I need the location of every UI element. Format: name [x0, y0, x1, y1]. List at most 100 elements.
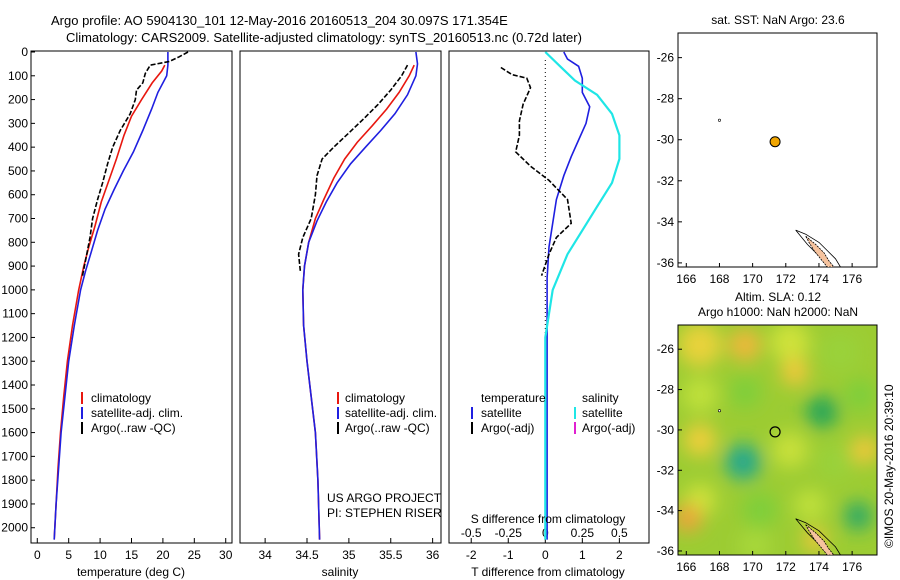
sla-map-title-line2: Argo h1000: NaN h2000: NaN [698, 305, 858, 319]
x-tick-label: 2 [616, 548, 623, 562]
heatmap-cell [678, 325, 722, 367]
x-tick-label: 15 [125, 548, 139, 562]
y-tick-label: 200 [8, 93, 28, 107]
map-y-tick-label: -28 [657, 383, 675, 397]
y-tick-label: 1700 [1, 449, 28, 463]
x-tick-label: 10 [93, 548, 107, 562]
map-x-tick-label: 172 [776, 560, 796, 574]
legend-label-argo: Argo(..raw -QC) [345, 421, 430, 435]
map-y-tick-label: -26 [657, 51, 675, 65]
legend-label-climatology: climatology [345, 391, 405, 405]
map-y-tick-label: -28 [657, 92, 675, 106]
series-climatology [301, 64, 415, 540]
land-new-zealand [805, 524, 835, 556]
land-new-zealand [805, 235, 835, 268]
difference-legend: temperature satellite Argo(-adj) salinit… [471, 391, 635, 435]
map-y-tick-label: -36 [657, 544, 675, 558]
island-norfolk [717, 409, 721, 413]
y-tick-label: 800 [8, 235, 28, 249]
x-tick-label: 30 [219, 548, 233, 562]
map-x-tick-label: 170 [743, 272, 763, 286]
x2-tick-label: 0.5 [611, 526, 628, 540]
map-x-tick-label: 166 [676, 560, 696, 574]
imos-stamp: ©IMOS 20-May-2016 20:39:10 [882, 384, 896, 548]
sla-heatmap [678, 325, 877, 555]
y-tick-label: 2000 [1, 521, 28, 535]
x2-tick-label: -0.25 [495, 526, 523, 540]
x2-tick-label: 0.25 [571, 526, 595, 540]
y-tick-label: 1900 [1, 497, 28, 511]
heatmap-cell [772, 432, 808, 468]
map-x-tick-label: 172 [776, 272, 796, 286]
heatmap-cell [851, 436, 877, 464]
series-satellite-adj-clim- [53, 52, 169, 540]
x-tick-label: 5 [65, 548, 72, 562]
salinity-xlabel: salinity [322, 565, 359, 579]
heatmap-cell [781, 358, 809, 386]
legend-label-argo: Argo(..raw -QC) [91, 421, 176, 435]
heatmap-cell [817, 444, 853, 480]
y-tick-label: 1600 [1, 426, 28, 440]
argo-float-marker [769, 136, 781, 148]
y-tick-label: 1200 [1, 330, 28, 344]
y-tick-label: 1500 [1, 402, 28, 416]
salinity-legend: climatology satellite-adj. clim. Argo(..… [337, 391, 437, 435]
title-line2: Climatology: CARS2009. Satellite-adjuste… [66, 30, 582, 45]
sla-map-title-line1: Altim. SLA: 0.12 [735, 290, 821, 304]
y-tick-label: 1300 [1, 354, 28, 368]
y-tick-label: 600 [8, 188, 28, 202]
series-climatology [53, 64, 166, 540]
difference-panel [448, 50, 650, 544]
map-x-tick-label: 176 [842, 272, 862, 286]
heatmap-cell [770, 325, 810, 362]
x-tick-label: -2 [466, 548, 477, 562]
y-tick-label: 1400 [1, 378, 28, 392]
heatmap-cell [729, 329, 761, 361]
map-x-tick-label: 168 [709, 560, 729, 574]
series-argo-raw-qc- [297, 64, 409, 271]
heatmap-cell [806, 396, 838, 428]
project-line1: US ARGO PROJECT [327, 491, 442, 505]
heatmap-field [678, 325, 877, 555]
project-line2: PI: STEPHEN RISER [327, 506, 442, 520]
map-y-tick-label: -30 [657, 133, 675, 147]
y-tick-label: 500 [8, 164, 28, 178]
x-tick-label: 1 [579, 548, 586, 562]
y-tick-label: 700 [8, 212, 28, 226]
temperature-panel [30, 50, 233, 544]
heatmap-cell [742, 492, 778, 528]
x-tick-label: 34.5 [295, 548, 319, 562]
heatmap-cell [729, 376, 761, 408]
x-tick-label: 35.5 [379, 548, 403, 562]
y-tick-label: 100 [8, 69, 28, 83]
y-tick-label: 900 [8, 259, 28, 273]
legend-label-climatology: climatology [91, 391, 151, 405]
x-tick-label: 34 [258, 548, 272, 562]
legend-label-satellite: satellite-adj. clim. [91, 406, 183, 420]
island-norfolk [717, 118, 721, 122]
map-y-tick-label: -32 [657, 174, 675, 188]
sst-map-title: sat. SST: NaN Argo: 23.6 [711, 13, 845, 27]
series-satellite-adj-clim- [301, 51, 419, 540]
series-salinity-satellite [544, 51, 621, 540]
temperature-xlabel: temperature (deg C) [77, 565, 185, 579]
y-tick-label: 1800 [1, 473, 28, 487]
x-tick-label: 35 [342, 548, 356, 562]
series-temperature-satellite [546, 51, 591, 540]
coast-contour [795, 229, 842, 268]
heatmap-cell [844, 502, 872, 530]
series-argo-raw-qc- [81, 51, 189, 276]
argo-float-marker [769, 426, 781, 438]
x-tick-label: 25 [188, 548, 202, 562]
map-x-tick-label: 170 [743, 560, 763, 574]
x2-tick-label: -0.5 [461, 526, 482, 540]
heatmap-cell [684, 424, 716, 456]
temperature-legend: climatology satellite-adj. clim. Argo(..… [81, 391, 183, 435]
legend-title-temperature: temperature [481, 391, 546, 405]
heatmap-cell [725, 444, 761, 480]
map-y-tick-label: -36 [657, 256, 675, 270]
map-y-tick-label: -26 [657, 342, 675, 356]
difference-x2label: S difference from climatology [471, 512, 626, 526]
y-tick-label: 1000 [1, 283, 28, 297]
